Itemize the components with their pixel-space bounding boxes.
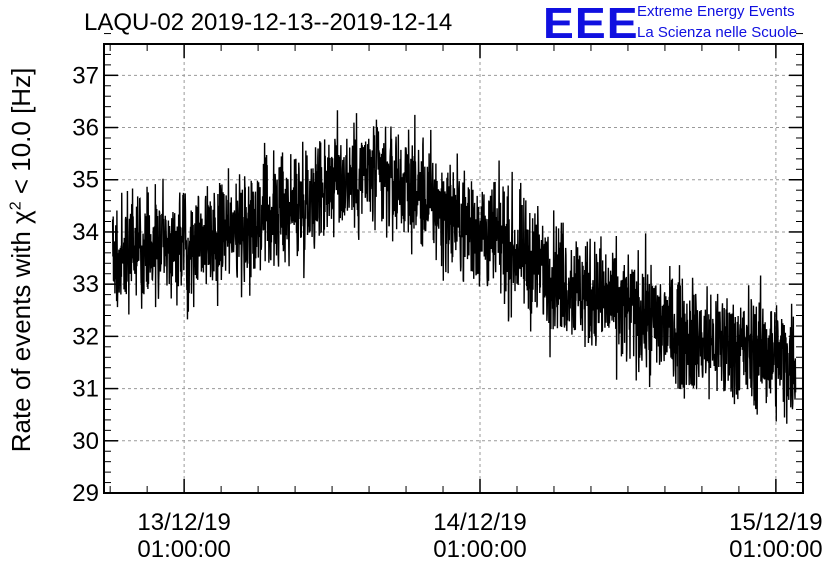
- y-tick-label: 30: [72, 428, 99, 455]
- axis-ticks: [104, 33, 803, 494]
- y-tick-label: 36: [72, 115, 99, 142]
- tick-labels: 29303132333435363713/12/1901:00:0014/12/…: [72, 62, 822, 563]
- y-tick-label: 37: [72, 62, 99, 89]
- x-tick-time: 01:00:00: [137, 536, 230, 563]
- y-tick-label: 32: [72, 323, 99, 350]
- y-tick-label: 34: [72, 219, 99, 246]
- x-tick-date: 15/12/19: [729, 509, 822, 536]
- series-line: [111, 110, 797, 424]
- chart-title: LAQU-02 2019-12-13--2019-12-14: [84, 9, 453, 36]
- y-tick-label: 35: [72, 167, 99, 194]
- x-tick-date: 13/12/19: [137, 509, 230, 536]
- logo-tagline-1: Extreme Energy Events: [637, 3, 795, 20]
- x-tick-time: 01:00:00: [729, 536, 822, 563]
- y-tick-label: 29: [72, 480, 99, 507]
- plot-frame: [103, 43, 804, 494]
- logo-tagline-2: La Scienza nelle Scuole: [637, 24, 798, 41]
- grid-lines: [104, 44, 803, 493]
- eee-logo: EEE: [543, 0, 639, 48]
- x-tick-date: 14/12/19: [433, 509, 526, 536]
- y-tick-label: 33: [72, 271, 99, 298]
- y-tick-label: 31: [72, 376, 99, 403]
- x-tick-time: 01:00:00: [433, 536, 526, 563]
